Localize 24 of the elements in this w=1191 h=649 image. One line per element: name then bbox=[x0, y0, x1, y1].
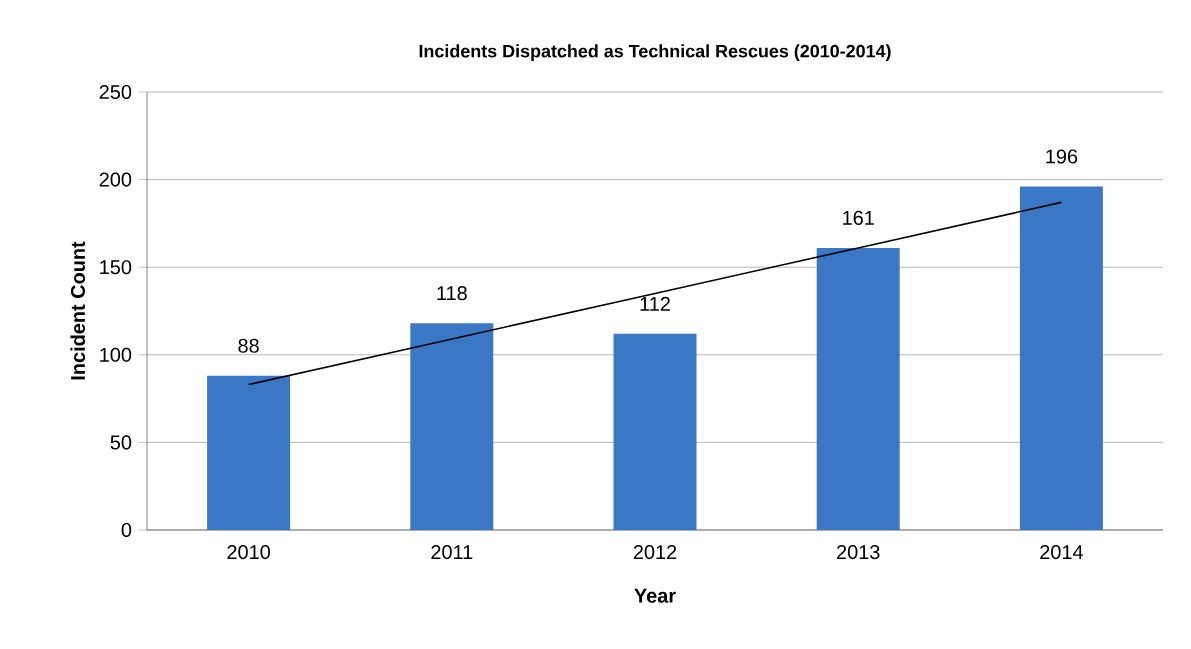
x-tick-label: 2013 bbox=[837, 545, 880, 560]
y-tick-label: 100 bbox=[100, 347, 132, 362]
data-label: 112 bbox=[640, 296, 670, 311]
bar bbox=[1019, 186, 1103, 530]
data-label: 88 bbox=[238, 338, 259, 353]
y-tick-label: 200 bbox=[99, 172, 132, 187]
chart-title: Incidents Dispatched as Technical Rescues (2010-2014) bbox=[419, 44, 891, 61]
y-axis-title: Incident Count bbox=[70, 241, 86, 380]
y-tick-label: 150 bbox=[100, 260, 132, 275]
bar bbox=[207, 375, 291, 530]
data-label: 196 bbox=[1046, 149, 1078, 164]
y-tick-label: 50 bbox=[110, 435, 132, 450]
x-tick-label: 2014 bbox=[1040, 545, 1083, 560]
x-tick-label: 2012 bbox=[633, 545, 677, 560]
bar bbox=[816, 247, 900, 530]
x-tick-label: 2010 bbox=[227, 545, 270, 560]
bar bbox=[613, 333, 697, 530]
data-label: 118 bbox=[437, 286, 467, 301]
x-axis-title: Year bbox=[634, 588, 676, 603]
data-label: 161 bbox=[843, 210, 874, 225]
x-tick-label: 2011 bbox=[431, 545, 473, 560]
y-tick-label: 250 bbox=[99, 84, 132, 100]
bar bbox=[410, 323, 494, 530]
y-tick-label: 0 bbox=[121, 522, 132, 538]
